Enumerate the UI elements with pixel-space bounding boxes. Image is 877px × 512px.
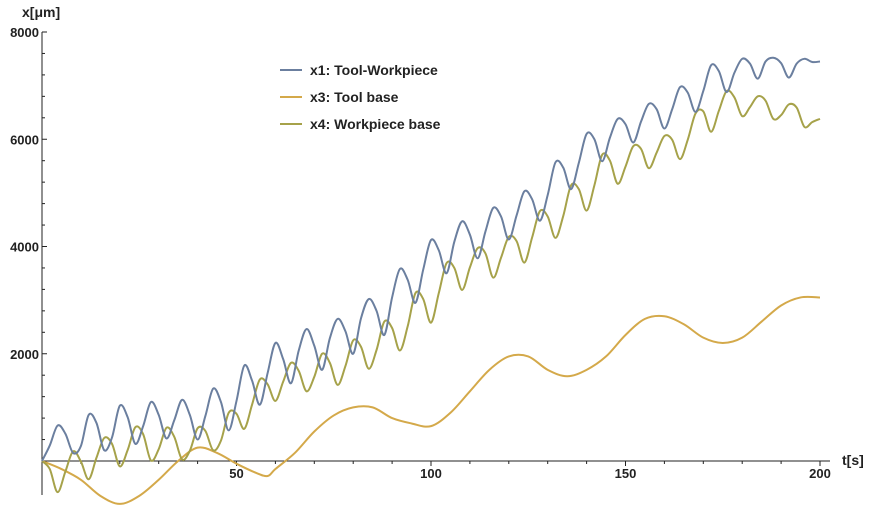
legend-item-x1: x1: Tool-Workpiece: [280, 62, 438, 78]
legend-label-x4: x4: Workpiece base: [310, 116, 441, 132]
y-tick-label: 2000: [10, 347, 39, 362]
y-tick-label: 8000: [10, 25, 39, 40]
legend-label-x1: x1: Tool-Workpiece: [310, 62, 438, 78]
y-axis-title: x[μm]: [22, 4, 60, 20]
x-tick-label: 150: [615, 466, 637, 481]
axes: 50 100 150 200 2000 4000 6000 8000 t[s] x[μm]: [10, 4, 864, 495]
y-tick-label: 6000: [10, 132, 39, 147]
legend-item-x4: x4: Workpiece base: [280, 116, 441, 132]
series-group: [41, 56, 821, 505]
series-line-x3-tool-base: [41, 295, 821, 505]
series-line-x4-workpiece-base: [41, 89, 821, 494]
y-ticks: 2000 4000 6000 8000: [10, 25, 47, 441]
series-line-x1-tool-workpiece: [41, 56, 821, 462]
y-tick-label: 4000: [10, 240, 39, 255]
legend-label-x3: x3: Tool base: [310, 89, 399, 105]
x-tick-label: 200: [809, 466, 831, 481]
x-tick-label: 50: [229, 466, 243, 481]
x-axis-title: t[s]: [842, 452, 864, 468]
legend: x1: Tool-Workpiece x3: Tool base x4: Wor…: [280, 62, 441, 132]
x-tick-label: 100: [420, 466, 442, 481]
legend-item-x3: x3: Tool base: [280, 89, 399, 105]
x-ticks: 50 100 150 200: [80, 461, 831, 481]
